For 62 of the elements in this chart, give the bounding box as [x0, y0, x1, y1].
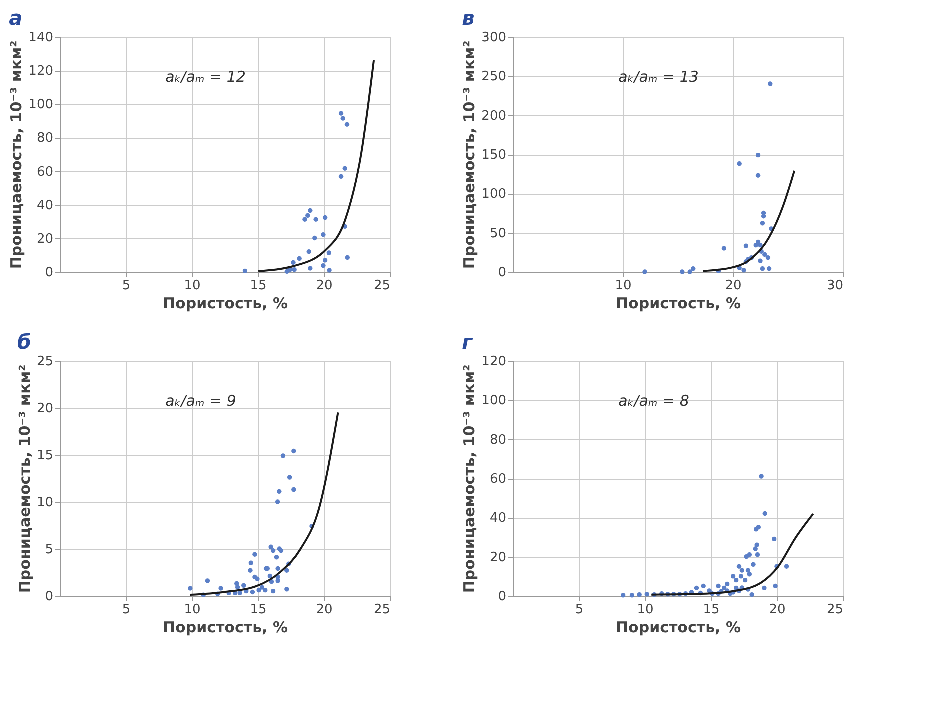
x-tick-label: 20	[769, 602, 786, 618]
y-tick-label: 200	[482, 108, 506, 124]
y-axis-title: Проницаемость, 10⁻³ мкм²	[460, 40, 479, 270]
y-tick-label: 40	[36, 198, 54, 214]
y-tick-label: 20	[36, 232, 54, 247]
y-tick-label: 20	[36, 402, 54, 416]
x-tick-label: 25	[374, 278, 390, 294]
x-tick-label: 15	[703, 602, 720, 618]
y-axis-title: Проницаемость, 10⁻³ мкм²	[460, 364, 479, 594]
x-tick-label: 25	[374, 602, 390, 618]
annotation: aₖ/aₘ = 9	[166, 392, 236, 410]
chart-title: б	[17, 330, 32, 354]
x-tick-label: 30	[826, 278, 844, 294]
y-tick-label: 80	[490, 432, 506, 448]
x-tick-label: 15	[250, 278, 267, 294]
annotation: aₖ/aₘ = 12	[166, 68, 246, 86]
x-tick-label: 10	[184, 602, 201, 618]
y-tick-label: 0	[45, 266, 54, 280]
chart-title: г	[462, 330, 474, 354]
y-tick-label: 60	[36, 164, 54, 180]
y-tick-label: 25	[36, 354, 54, 370]
chart-title: в	[462, 6, 475, 30]
x-tick-label: 10	[637, 602, 654, 618]
y-axis-title: Проницаемость, 10⁻³ мкм²	[8, 40, 26, 270]
x-tick-label: 20	[725, 278, 742, 294]
y-tick-label: 100	[482, 394, 506, 409]
annotation: aₖ/aₘ = 8	[618, 392, 690, 410]
y-tick-label: 0	[498, 590, 506, 604]
y-tick-label: 20	[490, 550, 506, 566]
y-tick-label: 100	[482, 187, 506, 202]
y-tick-label: 40	[490, 511, 506, 526]
annotation: aₖ/aₘ = 13	[618, 68, 699, 86]
x-tick-label: 20	[316, 602, 333, 618]
x-tick-label: 5	[122, 278, 131, 294]
x-axis-title: Пористость, %	[616, 294, 742, 312]
y-tick-label: 0	[45, 590, 54, 604]
x-tick-label: 15	[250, 602, 267, 618]
y-tick-label: 0	[498, 266, 506, 280]
y-tick-label: 10	[36, 496, 54, 510]
x-tick-label: 10	[615, 278, 632, 294]
y-tick-label: 15	[36, 448, 54, 464]
y-tick-label: 5	[45, 542, 54, 558]
y-tick-label: 140	[28, 30, 54, 46]
x-tick-label: 25	[826, 602, 844, 618]
x-axis-title: Пористость, %	[616, 618, 742, 636]
y-tick-label: 50	[490, 226, 506, 242]
x-axis-title: Пористость, %	[162, 294, 288, 312]
y-tick-label: 150	[482, 148, 506, 163]
x-axis-title: Пористость, %	[162, 618, 288, 636]
y-tick-label: 80	[36, 131, 54, 146]
x-tick-label: 10	[184, 278, 201, 294]
y-tick-label: 60	[490, 472, 506, 487]
y-tick-label: 250	[482, 70, 506, 85]
y-axis-title: Проницаемость, 10⁻³ мкм²	[16, 364, 34, 594]
x-tick-label: 20	[316, 278, 333, 294]
y-tick-label: 120	[482, 354, 506, 370]
y-tick-label: 120	[28, 64, 54, 80]
x-tick-label: 5	[122, 602, 131, 618]
y-tick-label: 100	[28, 98, 54, 113]
chart-title: а	[9, 6, 23, 30]
y-tick-label: 300	[482, 30, 506, 46]
x-tick-label: 5	[575, 602, 584, 618]
